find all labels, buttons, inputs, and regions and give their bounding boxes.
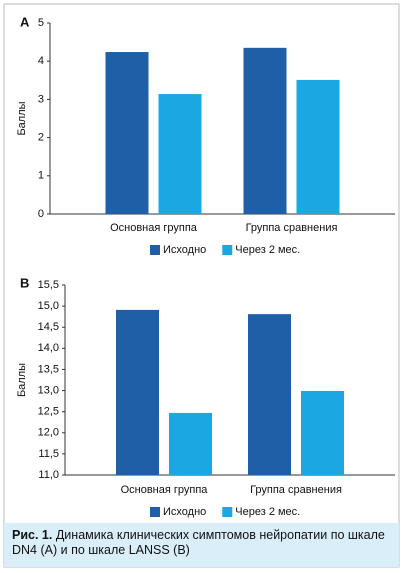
legend-label: Исходно: [163, 506, 206, 518]
y-tick-label: 14,5: [38, 321, 59, 333]
x-tick-label: Группа сравнения: [246, 222, 338, 234]
legend-label: Через 2 мес.: [235, 506, 300, 518]
legend-swatch: [222, 507, 233, 517]
y-tick-label: 3: [38, 93, 44, 105]
panel-label: B: [20, 275, 29, 290]
bar: [301, 390, 344, 475]
y-tick-label: 4: [38, 55, 44, 67]
y-tick-label: 1: [38, 170, 44, 182]
x-tick-label: Основная группа: [110, 222, 198, 234]
caption: Рис. 1. Динамика клинических симптомов н…: [4, 523, 399, 567]
y-tick-label: 5: [38, 17, 44, 29]
bar: [116, 309, 159, 475]
y-axis-label: Баллы: [16, 101, 28, 135]
bar: [169, 412, 212, 475]
y-axis-label: Баллы: [16, 363, 28, 397]
legend-label: Через 2 мес.: [235, 244, 300, 256]
y-tick-label: 11,5: [38, 448, 59, 460]
y-tick-label: 11,0: [38, 469, 59, 481]
legend-swatch: [150, 507, 160, 517]
panel-label: A: [20, 14, 30, 29]
caption-text: Динамика клинических симптомов нейропати…: [12, 528, 385, 557]
y-tick-label: 15,0: [38, 300, 59, 312]
x-tick-label: Основная группа: [121, 484, 209, 496]
bar: [105, 52, 149, 215]
bar: [243, 47, 287, 214]
y-tick-label: 13,0: [38, 384, 59, 396]
y-tick-label: 12,0: [38, 427, 59, 439]
legend-swatch: [150, 245, 160, 255]
caption-label: Рис. 1.: [12, 528, 53, 542]
y-tick-label: 12,5: [38, 406, 59, 418]
y-tick-label: 2: [38, 132, 44, 144]
y-tick-label: 13,5: [38, 363, 59, 375]
y-tick-label: 0: [38, 208, 44, 220]
y-tick-label: 15,5: [38, 279, 59, 291]
bar: [296, 79, 340, 214]
y-tick-label: 14,0: [38, 342, 59, 354]
bar: [248, 314, 291, 475]
x-tick-label: Группа сравнения: [250, 484, 342, 496]
legend-label: Исходно: [163, 244, 206, 256]
legend-swatch: [222, 245, 233, 255]
bar: [158, 94, 202, 214]
frame: [3, 3, 400, 568]
